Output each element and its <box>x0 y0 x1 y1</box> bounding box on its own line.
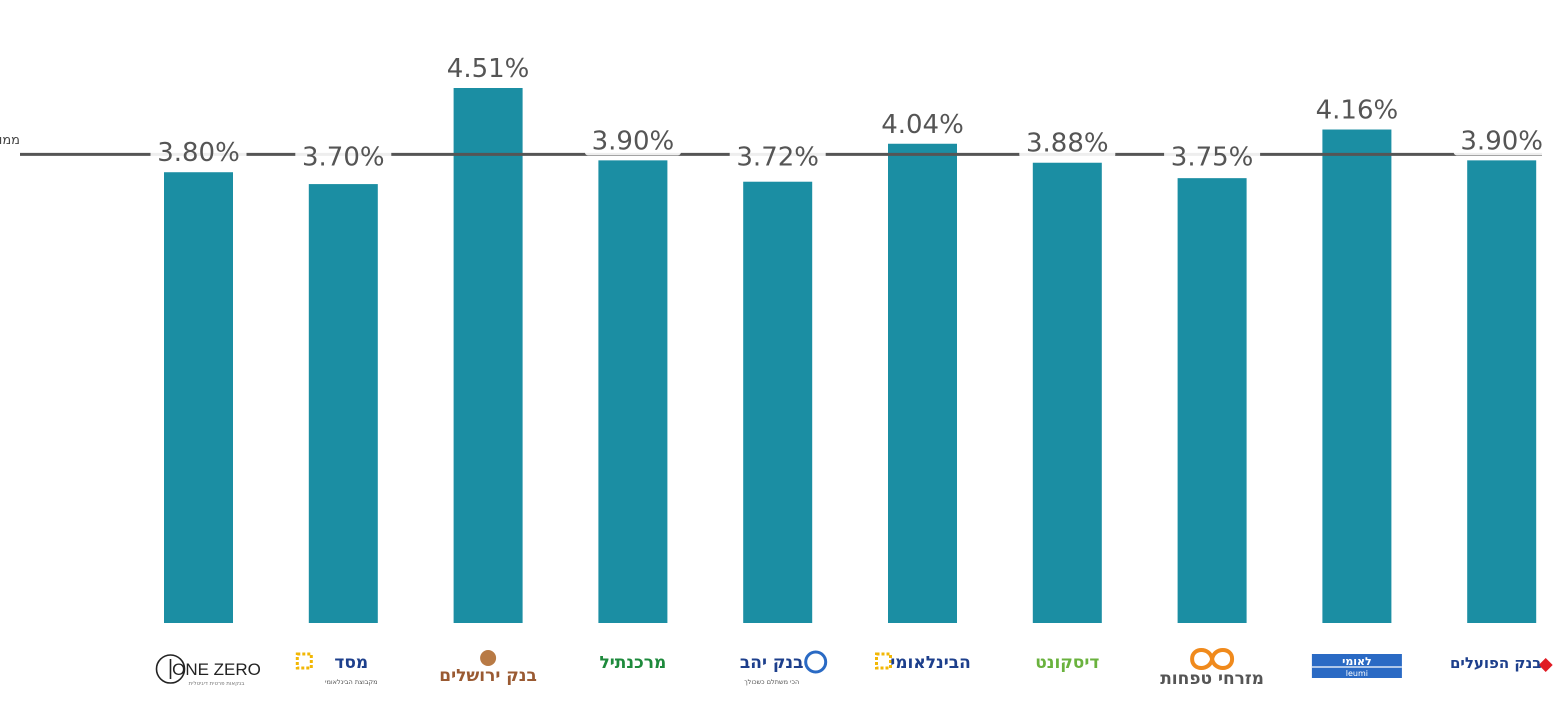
bar-5 <box>743 181 813 623</box>
bank-logo-3: בנק ירושלים <box>439 650 537 686</box>
logo-name: בנק הפועלים <box>1450 654 1541 672</box>
bar-10 <box>1467 160 1537 623</box>
bank-logo-4: מרכנתיל <box>600 653 667 673</box>
bar-9 <box>1322 129 1392 623</box>
bar-2 <box>308 184 378 623</box>
jerusalem-emblem-icon <box>480 650 497 666</box>
value-label-bg <box>874 108 971 139</box>
value-label-7: 3.88% <box>1026 129 1109 159</box>
logo-name: דיסקונט <box>1035 653 1099 673</box>
value-label-3: 4.51% <box>447 54 530 84</box>
value-label-10: 3.90% <box>1460 126 1543 156</box>
logo-name: בנק ירושלים <box>439 666 537 686</box>
bar-7 <box>1032 162 1102 623</box>
value-label-bg <box>440 53 537 83</box>
one-zero-circle-icon <box>155 654 186 684</box>
value-label-1: 3.80% <box>157 138 240 168</box>
value-label-bg <box>150 137 247 168</box>
value-label-5: 3.72% <box>736 142 819 172</box>
logo-sub: הכי משתלם כשכולך <box>744 678 799 686</box>
globe-icon <box>804 650 828 674</box>
bank-logo-6: הבינלאומי <box>875 652 971 673</box>
logo-sub: leumi <box>1346 669 1368 678</box>
logo-sub: מקבוצת הבינלאומי <box>325 678 378 686</box>
value-label-bg <box>1453 125 1550 156</box>
bars-group <box>164 88 1537 624</box>
hapoalim-diamond-icon <box>1538 658 1553 672</box>
bar-1 <box>164 172 233 624</box>
logo-name: הבינלאומי <box>890 653 971 673</box>
bank-logo-5: בנק יהב הכי משתלם כשכולך <box>740 650 828 686</box>
value-label-bg <box>1308 94 1405 125</box>
value-label-bg <box>729 141 826 172</box>
logo-sub: בנקאות פרטית דיגיטלית <box>189 680 245 687</box>
leumi-box <box>1311 654 1402 678</box>
logo-mark-icon <box>295 652 313 670</box>
average-label: ממוצע: 3.95% <box>0 133 20 148</box>
value-label-9: 4.16% <box>1316 96 1399 126</box>
value-label-6: 4.04% <box>881 110 964 140</box>
value-label-2: 3.70% <box>302 142 385 172</box>
logo-name: בנק יהב <box>740 653 804 673</box>
bank-logo-7: דיסקונט <box>1035 653 1099 673</box>
bank-logo-8: מזרחי טפחות <box>1160 648 1264 689</box>
logo-name: לאומי <box>1342 655 1372 668</box>
bar-3 <box>453 88 523 623</box>
bank-logo-10: בנק הפועלים <box>1450 654 1553 672</box>
value-label-4: 3.90% <box>592 126 675 156</box>
logo-name: ONE ZERO <box>172 660 261 679</box>
bar-4 <box>598 160 668 623</box>
logo-name: מסד <box>334 653 368 673</box>
value-label-bg <box>1164 141 1261 172</box>
value-label-bg <box>1019 127 1116 158</box>
bar-6 <box>888 143 957 623</box>
logo-name: מזרחי טפחות <box>1160 669 1264 689</box>
logo-name: מרכנתיל <box>600 653 667 673</box>
value-label-bg <box>295 141 392 172</box>
infinity-icon <box>1190 648 1235 670</box>
value-label-bg <box>584 125 681 156</box>
bar-8 <box>1177 178 1247 623</box>
value-labels-group: 3.80% 3.70% 4.51% 3.90% 3.72% 4.04% 3.88% 3.75%… <box>150 53 1550 172</box>
logo-mark-icon <box>875 652 892 670</box>
value-label-8: 3.75% <box>1171 142 1254 172</box>
bank-logo-2: מסד מקבוצת הבינלאומי <box>295 652 378 686</box>
